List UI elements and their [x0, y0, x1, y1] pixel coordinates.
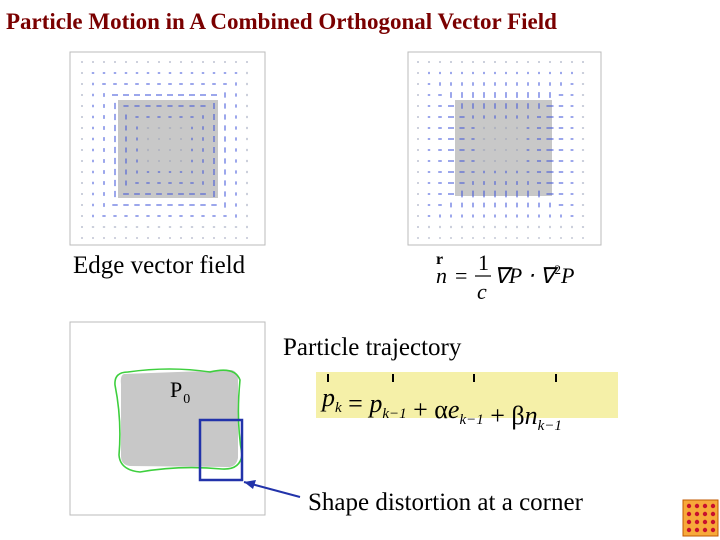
trajectory-curve: [114, 368, 243, 473]
trajectory-formula: pk = pk−1 + αek−1 + βnk−1: [320, 383, 562, 434]
formula-sub: k−1: [459, 412, 483, 428]
vector-mark: r: [436, 251, 443, 268]
formula-term: p: [367, 389, 382, 418]
trajectory-label: Particle trajectory: [283, 334, 462, 361]
formula-sup: 2: [554, 262, 561, 277]
edge-field-panel: [69, 51, 266, 246]
icon-dot: [694, 519, 700, 525]
formula-sub: k−1: [538, 418, 562, 434]
normal-field-panel: [407, 51, 602, 246]
icon-dot: [686, 519, 692, 525]
formula-term: n: [525, 401, 538, 430]
vector-field: [417, 61, 585, 239]
shape: [118, 100, 218, 198]
icon-dot: [686, 527, 692, 533]
icon-dots: [686, 503, 716, 533]
formula-term: + α: [407, 395, 449, 424]
slide-title: Particle Motion in A Combined Orthogonal…: [6, 9, 557, 34]
shape: [455, 100, 552, 196]
formula-sub: k: [335, 400, 342, 416]
formula-term: ∇P ⋅ ∇2P: [494, 262, 574, 288]
formula-numerator: 1: [478, 250, 489, 275]
slide-icon: [682, 499, 719, 537]
icon-dot: [694, 527, 700, 533]
start-label: P0: [170, 377, 190, 407]
icon-dot: [710, 511, 716, 517]
start-label-sub: 0: [183, 392, 190, 407]
formula-denominator: c: [477, 279, 487, 304]
icon-dot: [702, 511, 708, 517]
formula-term: p: [320, 383, 335, 412]
corner-highlight: [198, 418, 244, 482]
formula-box: [316, 372, 618, 418]
icon-dot: [702, 503, 708, 509]
formula-term: n: [436, 263, 447, 288]
annotation: Shape distortion at a corner: [308, 489, 584, 516]
caption: Edge vector field: [73, 252, 246, 279]
formula-sub: k−1: [382, 406, 406, 422]
icon-dot: [710, 503, 716, 509]
shape: [120, 370, 238, 468]
start-label-text: P: [170, 377, 182, 402]
icon-dot: [702, 527, 708, 533]
formula-term: ∇P ⋅ ∇: [494, 263, 559, 288]
trajectory-panel: P0: [69, 321, 266, 516]
formula-term: P: [560, 263, 574, 288]
icon-dot: [694, 511, 700, 517]
formula-term: + β: [484, 401, 525, 430]
formula-term: e: [448, 395, 460, 424]
vector-marks: [327, 374, 557, 382]
icon-dot: [686, 503, 692, 509]
vector-field: [81, 61, 248, 239]
icon-dot: [702, 519, 708, 525]
formula-term: =: [342, 389, 370, 418]
icon-dot: [710, 527, 716, 533]
normal-formula: r n = 1 c ∇P ⋅ ∇2P: [436, 250, 574, 304]
icon-dot: [686, 511, 692, 517]
formula-op: =: [455, 263, 467, 288]
icon-dot: [710, 519, 716, 525]
icon-dot: [694, 503, 700, 509]
arrow-head: [244, 480, 256, 489]
